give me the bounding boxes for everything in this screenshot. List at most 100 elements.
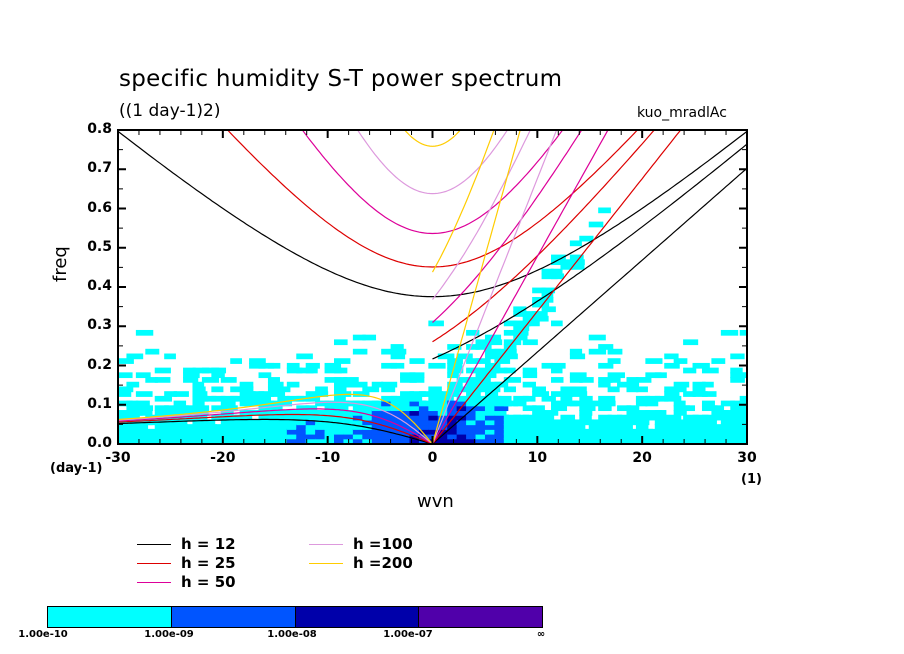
power-cell: [400, 400, 415, 407]
power-cell: [230, 419, 245, 426]
power-cell: [607, 424, 620, 430]
power-cell: [579, 410, 593, 416]
power-cell: [692, 414, 709, 421]
power-cell: [390, 433, 405, 440]
power-cell: [286, 424, 303, 430]
power-cell: [315, 410, 332, 416]
power-cell: [494, 410, 507, 416]
power-cell: [692, 424, 707, 430]
power-cell: [381, 419, 395, 426]
power-cell: [324, 438, 338, 444]
power-cell: [730, 377, 745, 383]
power-cell: [513, 414, 529, 421]
power-cell: [494, 424, 508, 430]
power-cell: [569, 372, 587, 379]
power-cell: [598, 424, 612, 430]
power-cell: [173, 433, 189, 440]
power-cell: [230, 433, 247, 440]
power-cell: [522, 395, 536, 402]
power-cell: [400, 414, 414, 421]
power-cell: [305, 367, 318, 374]
power-cell: [135, 428, 148, 435]
legend-item-h50: h = 50: [137, 573, 236, 591]
power-cell: [249, 362, 266, 369]
power-cell: [664, 353, 679, 360]
power-cell: [371, 424, 389, 430]
power-cell: [475, 367, 488, 374]
power-cell: [324, 428, 339, 435]
power-cell: [456, 428, 474, 435]
power-cell: [560, 259, 577, 266]
power-cell: [409, 433, 427, 440]
power-cell: [551, 259, 566, 266]
power-cell: [456, 438, 471, 444]
power-cell: [711, 405, 725, 412]
power-cell: [673, 358, 688, 364]
power-cell: [475, 344, 492, 350]
power-cell: [532, 315, 549, 322]
power-cell: [503, 386, 516, 393]
power-cell: [334, 405, 349, 412]
power-cell: [607, 414, 623, 421]
dispersion-curve-er1-h50: [118, 408, 433, 444]
power-cell: [569, 240, 582, 247]
power-cell: [739, 419, 747, 426]
power-cell: [541, 428, 556, 435]
power-cell: [522, 311, 539, 317]
power-cell: [296, 419, 312, 426]
power-cell: [249, 433, 264, 440]
power-cell: [569, 353, 586, 360]
power-cell: [418, 419, 432, 426]
power-cell: [551, 405, 568, 412]
colorbar-bin-2: [171, 607, 296, 627]
y-tick-label: 0.7: [87, 160, 112, 177]
power-cell: [730, 414, 742, 421]
power-cell: [673, 433, 691, 440]
power-cell: [456, 424, 470, 430]
power-cell: [381, 386, 396, 393]
power-cell: [343, 438, 358, 444]
power-cell: [220, 414, 237, 421]
power-cell: [645, 428, 661, 435]
power-cell: [456, 414, 474, 421]
power-cell: [362, 428, 379, 435]
power-cell: [315, 386, 328, 393]
power-cell: [409, 414, 422, 421]
power-cell: [607, 428, 624, 435]
power-cell: [239, 428, 252, 435]
power-cell: [400, 410, 418, 416]
power-cell: [400, 372, 416, 379]
power-cell: [239, 438, 254, 444]
power-cell: [466, 410, 482, 416]
power-cell: [579, 428, 595, 435]
power-cell: [286, 438, 300, 444]
power-cell: [145, 377, 158, 383]
power-cell: [720, 400, 736, 407]
power-cell: [484, 367, 500, 374]
power-cell: [324, 424, 340, 430]
power-cell: [201, 428, 214, 435]
power-cell: [588, 419, 605, 426]
power-cell: [334, 358, 351, 364]
power-cell: [267, 414, 285, 421]
power-cell: [598, 419, 613, 426]
power-cell: [711, 438, 727, 444]
power-cell: [286, 395, 305, 402]
power-cell: [701, 424, 715, 430]
power-cell: [503, 424, 520, 430]
power-cell: [220, 433, 236, 440]
power-cell: [475, 438, 490, 444]
power-cell: [692, 381, 706, 388]
power-cell: [494, 419, 507, 426]
power-cell: [334, 428, 351, 435]
power-cell: [352, 433, 369, 440]
power-cell: [437, 353, 455, 360]
power-cell: [513, 424, 529, 430]
power-cell: [598, 414, 612, 421]
power-cell: [720, 414, 736, 421]
power-cell: [645, 410, 663, 416]
power-cell: [475, 358, 491, 364]
power-cell: [598, 377, 613, 383]
power-cell: [522, 433, 540, 440]
power-cell: [258, 433, 271, 440]
